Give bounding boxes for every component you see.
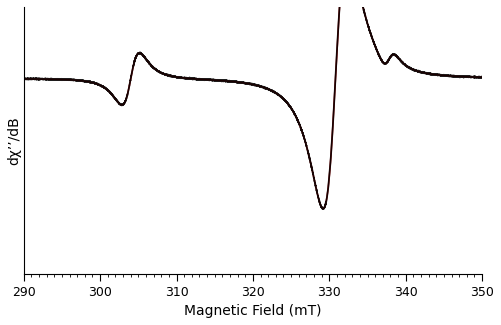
Y-axis label: dχ’’/dB: dχ’’/dB <box>7 116 21 165</box>
X-axis label: Magnetic Field (mT): Magnetic Field (mT) <box>184 304 322 318</box>
